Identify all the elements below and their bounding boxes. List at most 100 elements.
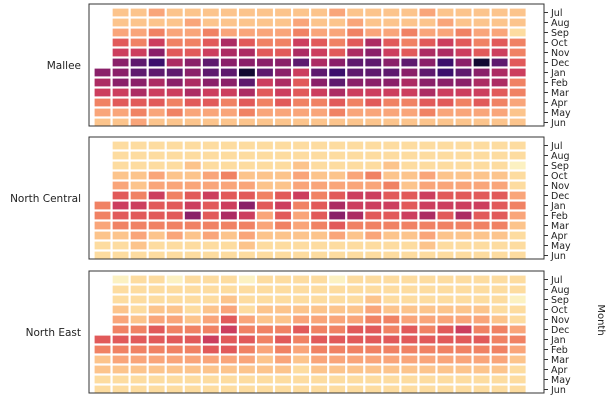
- heatmap-cell: [418, 344, 437, 355]
- heatmap-cell: [400, 190, 419, 201]
- heatmap-cell: [328, 220, 347, 231]
- heatmap-cell: [508, 57, 527, 68]
- heatmap-cell: [508, 200, 527, 211]
- heatmap-cell: [508, 210, 527, 221]
- heatmap-cell: [147, 170, 166, 181]
- heatmap-cell: [255, 37, 275, 48]
- heatmap-cell: [219, 344, 239, 355]
- month-label: Apr: [551, 231, 568, 242]
- heatmap-cell: [183, 190, 202, 201]
- heatmap-cell: [436, 314, 455, 325]
- month-label: Apr: [551, 365, 568, 376]
- heatmap-cell: [418, 354, 437, 365]
- heatmap-cell: [183, 274, 202, 285]
- heatmap-cell: [219, 170, 239, 181]
- heatmap-cell: [147, 57, 166, 68]
- heatmap-cell: [201, 344, 220, 355]
- heatmap-cell: [472, 37, 491, 48]
- heatmap-cell: [111, 117, 130, 128]
- heatmap-cell: [291, 230, 311, 241]
- heatmap-cell: [111, 87, 130, 98]
- heatmap-cell: [291, 304, 311, 315]
- heatmap-cell: [147, 7, 166, 18]
- heatmap-cell: [273, 250, 293, 261]
- heatmap-cell: [490, 7, 509, 18]
- heatmap-cell: [147, 384, 166, 395]
- heatmap-cell: [418, 107, 437, 118]
- heatmap-cell: [111, 294, 130, 305]
- heatmap-cell: [382, 220, 401, 231]
- heatmap-cell: [400, 210, 419, 221]
- heatmap-cell: [219, 250, 239, 261]
- heatmap-cell: [310, 274, 329, 285]
- heatmap-cell: [400, 47, 419, 58]
- heatmap-cell: [436, 67, 455, 78]
- heatmap-cell: [328, 210, 347, 221]
- heatmap-cell: [328, 107, 347, 118]
- heatmap-cell: [472, 180, 491, 191]
- heatmap-cell: [328, 47, 347, 58]
- heatmap-cell: [454, 250, 473, 261]
- heatmap-cell: [111, 274, 130, 285]
- month-label: Dec: [551, 191, 569, 202]
- heatmap-cell: [147, 200, 166, 211]
- heatmap-cell: [364, 374, 383, 385]
- heatmap-cell: [165, 304, 184, 315]
- heatmap-cell: [328, 250, 347, 261]
- heatmap-cell: [418, 334, 437, 345]
- month-label: Dec: [551, 325, 569, 336]
- heatmap-cell: [255, 170, 275, 181]
- heatmap-cell: [255, 284, 275, 295]
- heatmap-cell: [147, 274, 166, 285]
- heatmap-cell: [273, 304, 293, 315]
- heatmap-cell: [310, 284, 329, 295]
- heatmap-cell: [165, 240, 184, 251]
- heatmap-cell: [147, 87, 166, 98]
- heatmap-cell: [165, 220, 184, 231]
- month-label: Sep: [551, 28, 569, 39]
- heatmap-cell: [454, 190, 473, 201]
- heatmap-cell: [129, 240, 148, 251]
- heatmap-cell: [273, 374, 293, 385]
- heatmap-cell: [508, 17, 527, 28]
- heatmap-cell: [273, 17, 293, 28]
- heatmap-cell: [346, 324, 365, 335]
- heatmap-cell: [165, 324, 184, 335]
- heatmap-cell: [310, 97, 329, 108]
- heatmap-cell: [382, 190, 401, 201]
- heatmap-cell: [291, 97, 311, 108]
- heatmap-cell: [400, 220, 419, 231]
- month-label: Sep: [551, 295, 569, 306]
- heatmap-cell: [255, 230, 275, 241]
- heatmap-cell: [454, 274, 473, 285]
- heatmap-cell: [310, 384, 329, 395]
- heatmap-cell: [490, 140, 509, 151]
- heatmap-cell: [418, 97, 437, 108]
- heatmap-cell: [436, 200, 455, 211]
- heatmap-cell: [273, 97, 293, 108]
- heatmap-cell: [183, 200, 202, 211]
- heatmap-cell: [400, 37, 419, 48]
- heatmap-cell: [508, 274, 527, 285]
- heatmap-cell: [201, 284, 220, 295]
- heatmap-cell: [364, 67, 383, 78]
- heatmap-cell: [273, 274, 293, 285]
- heatmap-cell: [111, 107, 130, 118]
- heatmap-cell: [165, 27, 184, 38]
- heatmap-cell: [129, 7, 148, 18]
- heatmap-cell: [436, 7, 455, 18]
- heatmap-cell: [472, 294, 491, 305]
- heatmap-cell: [273, 170, 293, 181]
- heatmap-cell: [237, 180, 257, 191]
- heatmap-cell: [237, 384, 257, 395]
- heatmap-cell: [454, 344, 473, 355]
- heatmap-cell: [328, 274, 347, 285]
- heatmap-cell: [400, 314, 419, 325]
- heatmap-cell: [382, 57, 401, 68]
- heatmap-cell: [436, 97, 455, 108]
- heatmap-cell: [93, 117, 112, 128]
- heatmap-cell: [129, 117, 148, 128]
- heatmap-cell: [454, 304, 473, 315]
- heatmap-cell: [310, 180, 329, 191]
- heatmap-cell: [400, 304, 419, 315]
